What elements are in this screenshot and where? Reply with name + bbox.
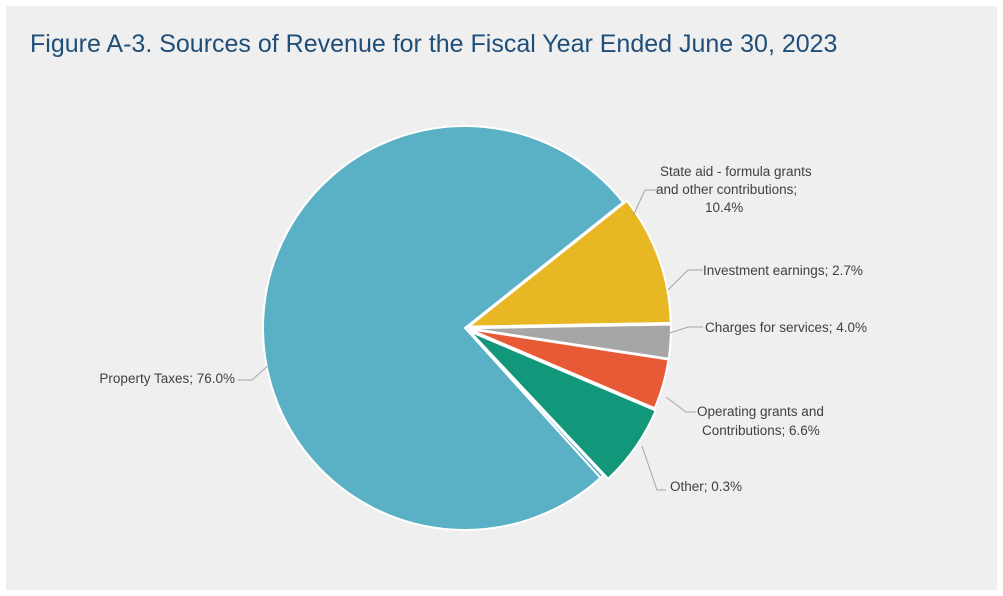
leader-line <box>641 445 666 491</box>
chart-title: Figure A-3. Sources of Revenue for the F… <box>30 30 838 58</box>
leader-line <box>665 396 696 413</box>
pie-chart: State aid - formula grants and other cont… <box>99 125 867 531</box>
data-label: Operating grants and <box>697 404 824 419</box>
data-label: Property Taxes; 76.0% <box>99 371 235 386</box>
data-label: Investment earnings; 2.7% <box>703 263 863 278</box>
data-label: Contributions; 6.6% <box>702 423 820 438</box>
chart-area: Figure A-3. Sources of Revenue for the F… <box>6 6 997 590</box>
leader-line <box>669 326 703 334</box>
pie-slice-state-aid-formula-grants-and-other-contributions <box>465 199 672 328</box>
data-label: 10.4% <box>705 200 743 215</box>
pie-slice-charges-for-services <box>468 328 670 410</box>
data-labels: State aid - formula grants and other cont… <box>99 164 867 494</box>
leader-lines <box>238 189 703 491</box>
pie-slices <box>262 125 672 531</box>
leader-line <box>632 189 660 217</box>
pie-slice-operating-grants-and-contributions <box>469 330 658 481</box>
data-label: Charges for services; 4.0% <box>705 320 867 335</box>
leader-line <box>238 363 271 381</box>
pie-slice-property-taxes <box>262 125 625 531</box>
data-label: and other contributions; <box>656 182 797 197</box>
data-label: Other; 0.3% <box>670 479 742 494</box>
leader-line <box>667 269 703 291</box>
data-label: State aid - formula grants <box>660 164 812 179</box>
